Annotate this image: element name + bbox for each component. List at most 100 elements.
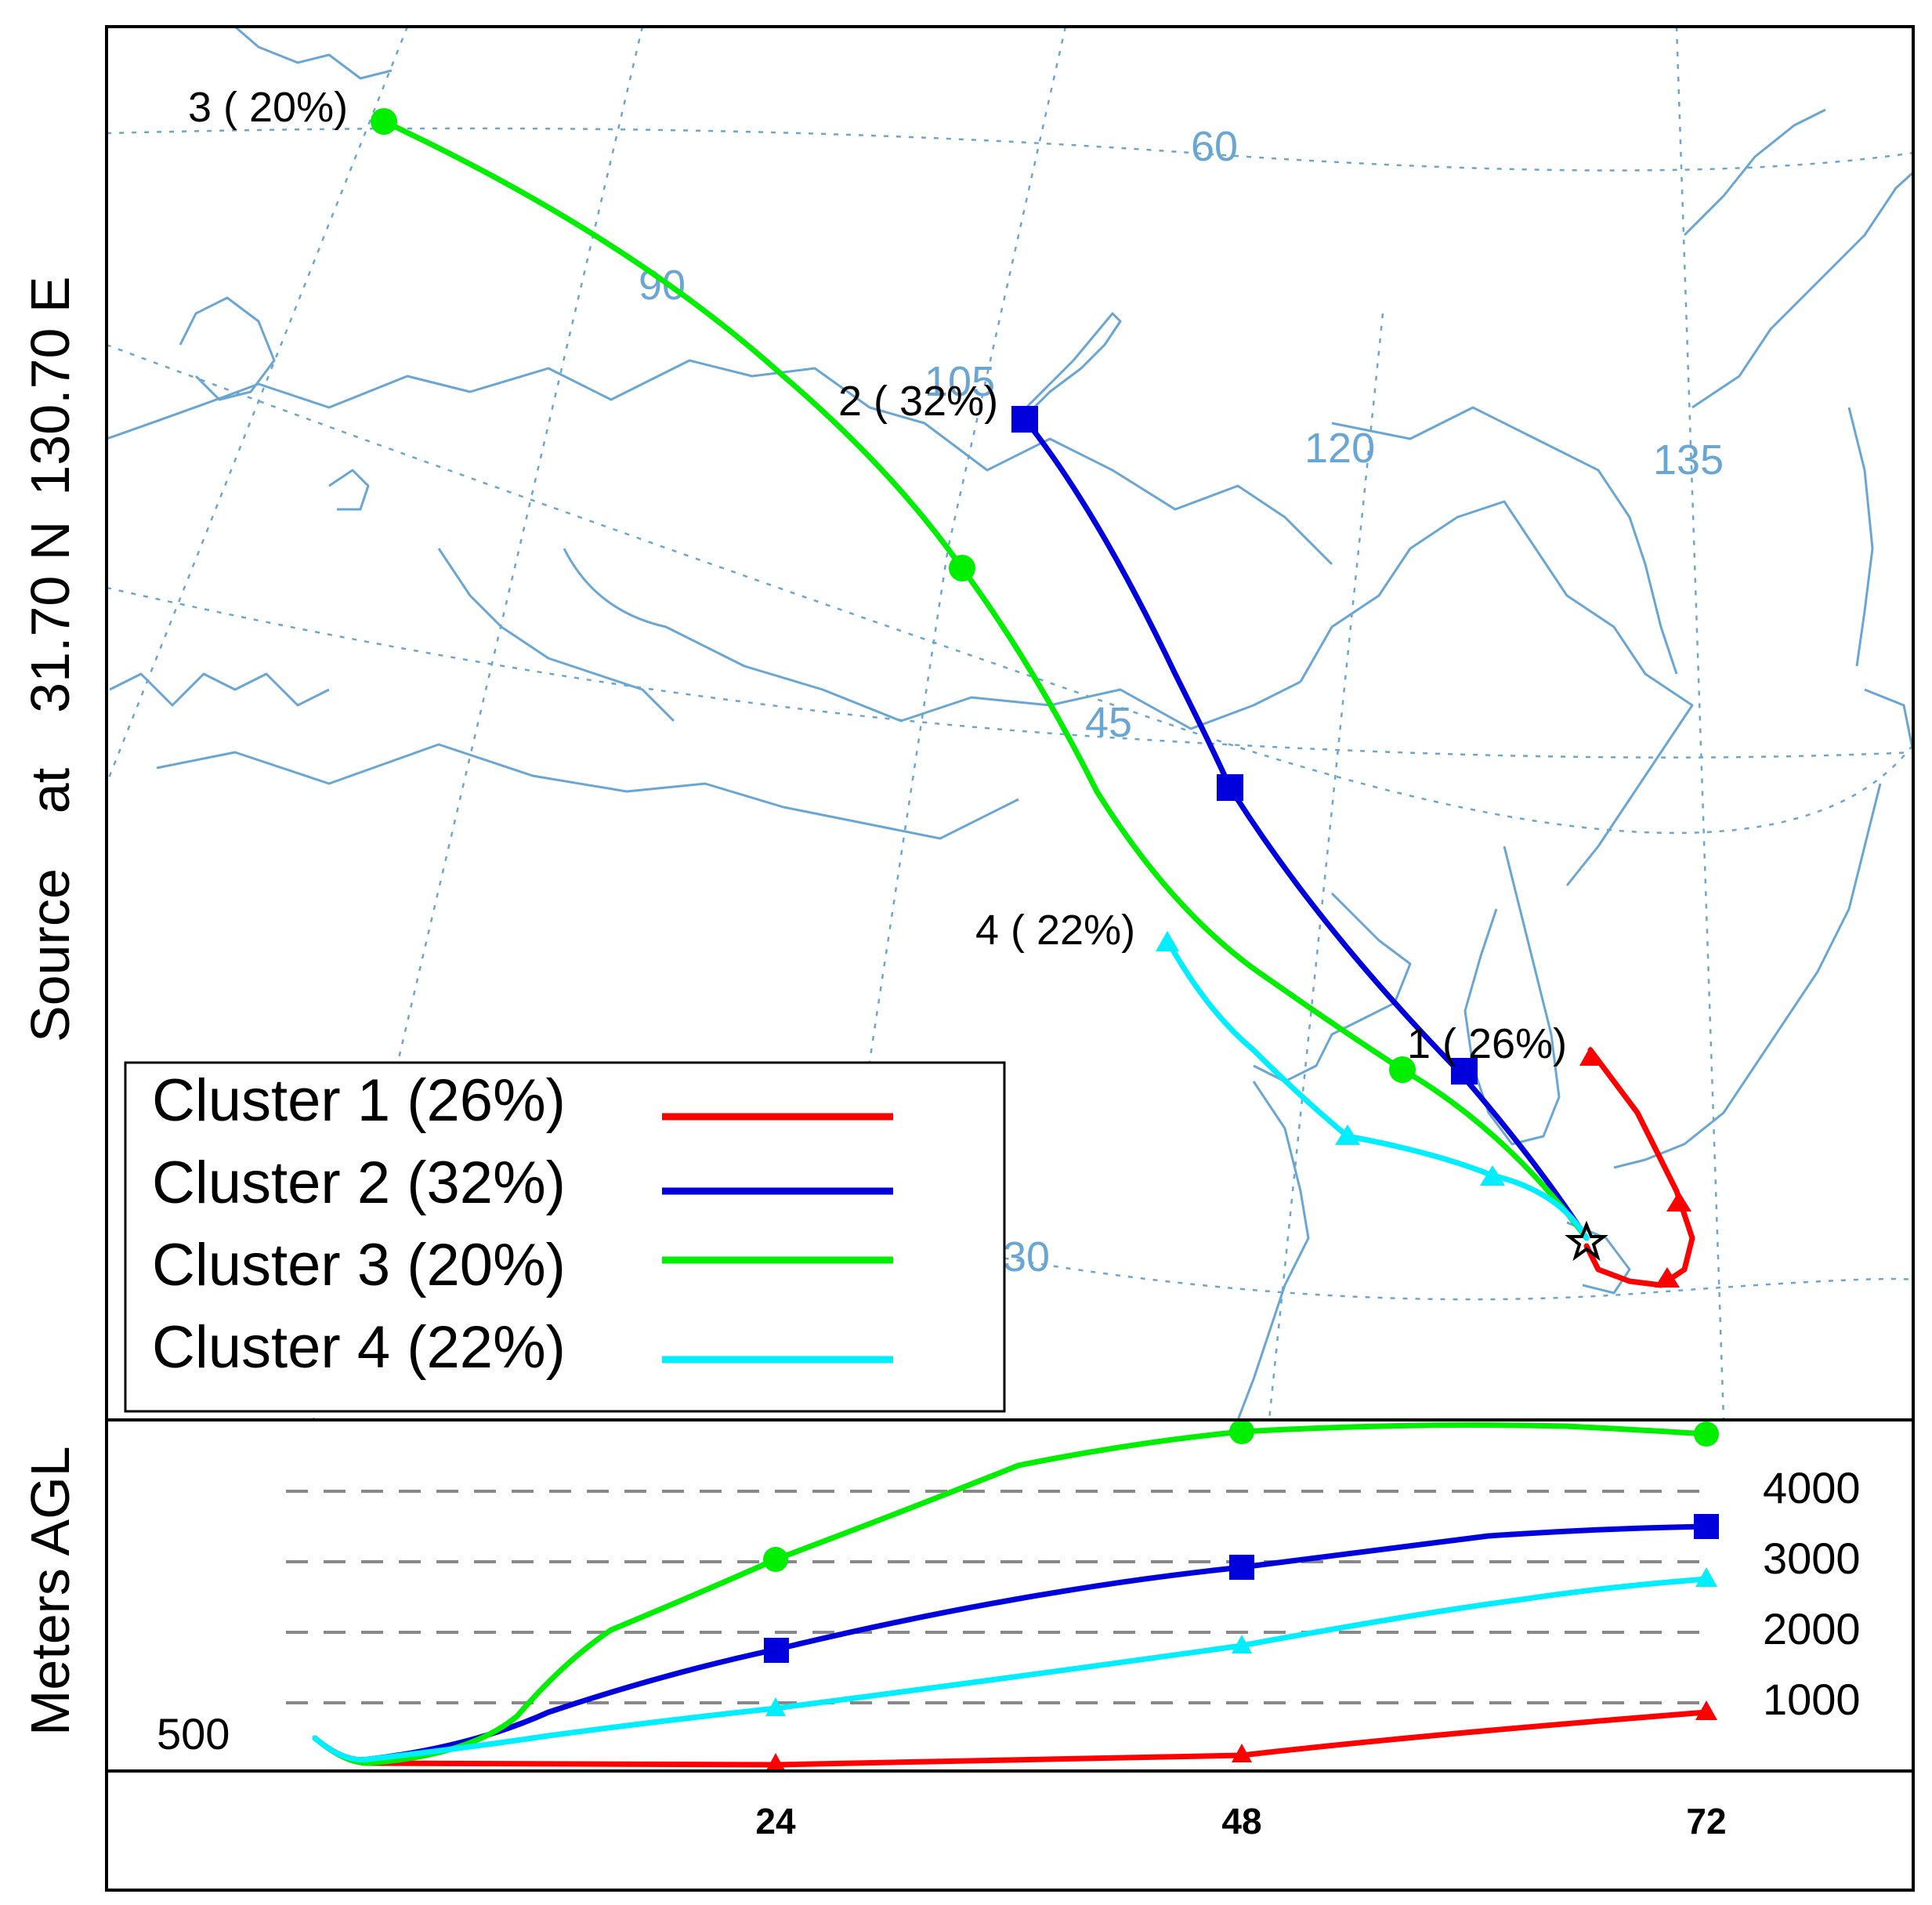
lon-line-105: [813, 27, 1067, 1420]
cluster-label-1: 1 ( 26%): [1407, 1020, 1567, 1067]
altitude-cluster-3: [312, 1422, 1709, 1766]
cluster-1-marker-48h: [1655, 1267, 1680, 1288]
alt-c1-48: [1232, 1744, 1252, 1762]
grid-label-lat-45: 45: [1085, 699, 1132, 746]
border-central-asia: [109, 672, 330, 707]
border-kazakhstan-north: [107, 359, 1333, 566]
cluster-1-marker-24h: [1666, 1191, 1691, 1211]
border-manchuria: [1299, 500, 1694, 886]
alt-c3-24: [763, 1547, 788, 1572]
grid-label-lat-60: 60: [1191, 123, 1238, 170]
profile-frame: [105, 1418, 1915, 1892]
grid-label-lon-120: 120: [1304, 425, 1375, 472]
cluster-3-marker-72h: [371, 108, 397, 135]
coast-far-east: [1691, 171, 1913, 409]
cluster-2-marker-24h: [1451, 1058, 1478, 1085]
legend: Cluster 1 (26%) Cluster 2 (32%) Cluster …: [124, 1061, 1006, 1413]
legend-label-cluster-1: Cluster 1 (26%): [152, 1067, 566, 1134]
alt-c3-72: [1694, 1422, 1719, 1447]
profile-ylabel-group: Meters AGL: [20, 1446, 81, 1736]
alt-c4-24: [765, 1697, 786, 1716]
x-tick-72: 72: [1686, 1801, 1726, 1842]
alt-c4-48: [1232, 1635, 1252, 1653]
cluster-2-marker-72h: [1011, 406, 1038, 433]
map-basemap: 90 105 120 135 60 45 30: [107, 27, 1913, 1420]
altitude-profile-panel: Meters AGL 4000 3000 2000 1000 500: [20, 1418, 1915, 1892]
coast-north-arctic: [234, 27, 393, 80]
border-china-west: [156, 743, 1019, 840]
source-location-label: Source at 31.70 N 130.70 E: [20, 276, 81, 1042]
y-tick-2000: 2000: [1763, 1604, 1861, 1653]
grid-label-lon-135: 135: [1653, 436, 1724, 483]
lon-line-120: [1268, 313, 1384, 1420]
lat-line-45: [107, 586, 1913, 759]
cluster-label-2: 2 ( 32%): [838, 378, 998, 425]
lon-line-75: [107, 27, 409, 784]
grid-label-lat-30: 30: [1003, 1233, 1050, 1280]
alt-c1-24: [766, 1753, 785, 1770]
graticule: [107, 27, 1913, 1420]
trajectory-cluster-2: [1022, 416, 1590, 1241]
altitude-markers: [763, 1419, 1719, 1770]
coast-lake-baikal: [1017, 312, 1122, 425]
coastlines-and-borders: [107, 27, 1913, 1420]
cluster-3-marker-48h: [949, 555, 975, 581]
star-icon: [1565, 1220, 1608, 1262]
coast-japan-honshu: [1613, 783, 1882, 1169]
altitude-gridlines: [286, 1490, 1708, 1704]
map-panel: 90 105 120 135 60 45 30: [105, 25, 1915, 1422]
x-tick-24: 24: [755, 1801, 796, 1842]
altitude-curves: [312, 1422, 1709, 1768]
cluster-1-marker-start: [1579, 1046, 1601, 1066]
coast-aral: [328, 469, 370, 511]
y-tick-1000: 1000: [1763, 1675, 1861, 1724]
y-tick-4000: 4000: [1763, 1463, 1861, 1512]
alt-c2-24: [764, 1638, 789, 1663]
cluster-label-4: 4 ( 22%): [975, 907, 1135, 954]
cluster-4-marker-72h: [1156, 931, 1179, 951]
coast-okhotsk: [1683, 108, 1826, 237]
cluster-4-marker-24h: [1480, 1165, 1505, 1186]
source-word: Source: [20, 868, 81, 1042]
grid-label-lon-105: 105: [924, 358, 995, 405]
altitude-cluster-4: [312, 1576, 1709, 1763]
cluster-3-marker-24h: [1389, 1056, 1416, 1083]
svg-text:Sourceat31.70 N130.70 E: Source at 31.70 N 130.70 E: [20, 276, 81, 1042]
source-lon: 130.70 E: [20, 276, 81, 495]
trajectory-markers: [371, 108, 1691, 1288]
lat-line-45-upper: [107, 343, 1913, 835]
coast-china-east: [1236, 1081, 1310, 1420]
coast-sakhalin: [1847, 407, 1874, 667]
alt-c3-48: [1229, 1419, 1254, 1444]
altitude-cluster-2: [312, 1523, 1709, 1763]
cluster-label-3: 3 ( 20%): [188, 84, 348, 131]
coast-hokkaido: [1864, 688, 1913, 753]
legend-box: [124, 1061, 1006, 1413]
trajectory-cluster-1: [1583, 1047, 1695, 1288]
cluster-2-marker-48h: [1217, 774, 1243, 801]
source-lat: 31.70 N: [20, 521, 81, 713]
x-tick-48: 48: [1221, 1801, 1261, 1842]
alt-c2-48: [1229, 1555, 1254, 1580]
alt-c1-72: [1695, 1700, 1717, 1720]
alt-c2-72: [1694, 1514, 1719, 1539]
coast-china-bohai: [1253, 892, 1412, 1083]
y-tick-3000: 3000: [1763, 1534, 1861, 1583]
alt-c4-72: [1695, 1567, 1717, 1587]
legend-label-cluster-4: Cluster 4 (22%): [152, 1314, 566, 1381]
profile-ylabel: Meters AGL: [20, 1446, 81, 1736]
legend-label-cluster-2: Cluster 2 (32%): [152, 1150, 566, 1216]
source-at: at: [20, 768, 81, 813]
legend-label-cluster-3: Cluster 3 (20%): [152, 1232, 566, 1298]
coast-caspian: [179, 296, 276, 401]
border-russia-far-east: [1331, 406, 1678, 675]
lat-line-30: [979, 1252, 1913, 1301]
border-xinjiang: [437, 548, 675, 723]
lat-line-60: [107, 127, 1913, 172]
start-height-label: 500: [157, 1709, 230, 1758]
coast-kyushu: [1566, 1221, 1631, 1295]
coast-korea: [1463, 846, 1561, 1146]
cluster-4-marker-48h: [1335, 1125, 1360, 1145]
border-mongolia-south: [563, 548, 1301, 730]
